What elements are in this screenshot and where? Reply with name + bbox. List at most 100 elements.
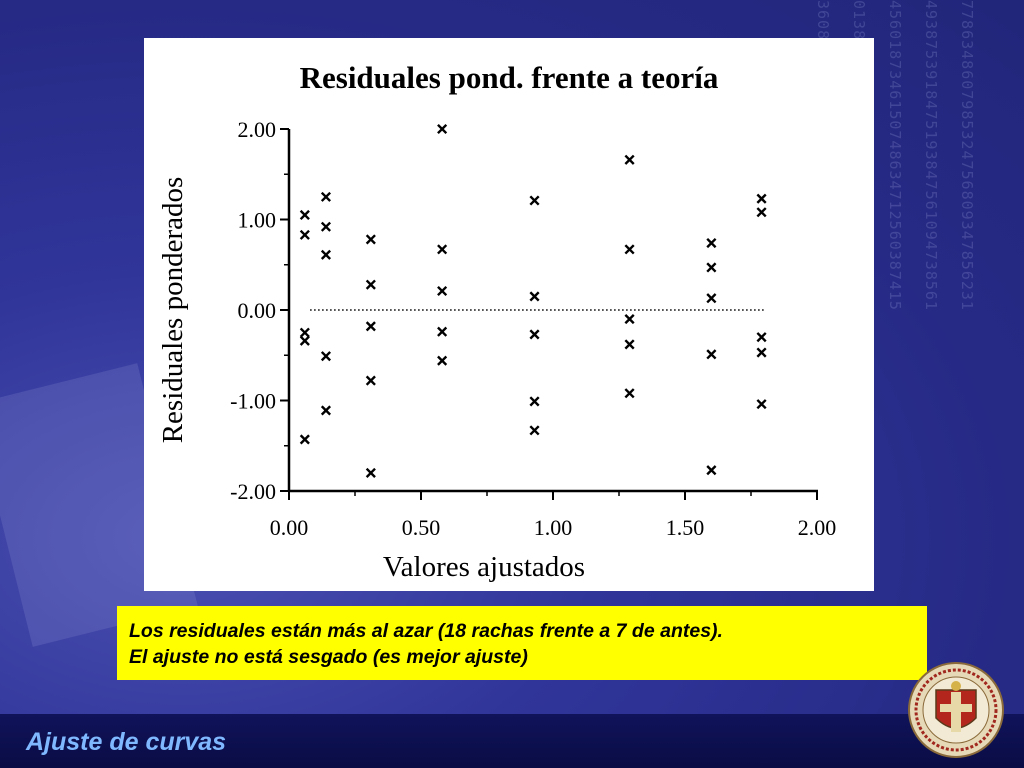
data-point-stroke [320,405,332,416]
data-point-stroke [706,349,717,360]
data-point-stroke [624,388,635,399]
data-point-stroke [529,396,540,407]
x-tick-label: 0.50 [402,515,441,540]
data-point-stroke [529,425,540,436]
data-point-marker [756,347,767,358]
data-point-marker [529,425,540,436]
y-tick-label: -1.00 [230,389,276,414]
data-point-marker [365,234,376,245]
data-point-marker [437,123,448,135]
data-point-stroke [529,329,540,340]
data-point-marker [624,388,635,399]
data-point-marker [437,244,448,255]
residuals-scatter-chart: Residuales pond. frente a teoría 0.00 0.5… [157,60,836,583]
data-point-stroke [529,195,540,206]
data-point-marker [365,321,376,332]
footer-title: Ajuste de curvas [26,728,227,756]
caption-line-1: Los residuales están más al azar (18 rac… [129,620,723,642]
data-point-stroke [624,154,635,165]
data-point-stroke [365,321,376,332]
data-point-marker [299,209,310,221]
x-tick-label: 1.00 [534,515,573,540]
data-point-stroke [756,207,767,218]
data-point-marker [437,326,448,337]
chart-axes: 0.00 0.50 1.00 1.50 2.00 2.00 1.00 0.00 -1.00 -2.… [230,117,836,540]
y-tick-label: 0.00 [238,298,277,323]
data-point-marker [706,465,717,476]
university-seal-icon [908,662,1004,758]
data-point-marker [320,351,332,362]
x-tick-label: 2.00 [798,515,837,540]
data-point-stroke [365,279,376,290]
data-point-marker [529,396,540,407]
data-point-stroke [624,244,635,255]
data-point-marker [624,314,635,325]
data-point-marker [706,237,717,249]
caption-box: Los residuales están más al azar (18 rac… [117,606,927,680]
data-point-stroke [529,291,540,302]
data-point-stroke [756,332,767,343]
data-point-stroke [756,399,767,410]
data-point-marker [756,193,767,204]
data-point-stroke [756,347,767,358]
data-point-stroke [437,326,448,337]
y-tick-label: 2.00 [238,117,277,142]
data-point-stroke [365,375,376,386]
y-tick-label: -2.00 [230,479,276,504]
data-point-stroke [756,193,767,204]
data-point-stroke [365,234,376,245]
data-point-stroke [706,237,717,249]
data-point-stroke [437,355,448,366]
data-point-marker [624,154,635,165]
data-point-marker [299,229,310,240]
background-digit-column: 4560187346150748634712560387415 [886,0,904,311]
data-point-marker [706,349,717,360]
data-point-marker [365,467,376,478]
data-point-stroke [706,465,717,476]
x-axis-label: Valores ajustados [383,551,585,583]
y-axis-label: Residuales ponderados [157,177,189,444]
data-point-marker [320,249,332,260]
data-point-stroke [706,262,717,273]
data-point-stroke [299,229,310,240]
chart-points [299,123,767,478]
chart-title: Residuales pond. frente a teoría [300,60,719,95]
data-point-marker [299,335,310,346]
data-point-marker [299,327,310,338]
data-point-stroke [299,335,310,346]
data-point-stroke [320,351,332,362]
data-point-marker [365,375,376,386]
data-point-stroke [320,249,332,260]
data-point-marker [320,191,332,202]
data-point-marker [756,207,767,218]
background-digit-column: 4938753918475193847561094738561 [922,0,940,311]
x-tick-label: 1.50 [666,515,705,540]
data-point-stroke [365,467,376,478]
data-point-marker [365,279,376,290]
data-point-marker [756,399,767,410]
data-point-marker [320,405,332,416]
footer-bar [0,714,1024,768]
data-point-stroke [299,209,310,221]
data-point-marker [299,434,310,445]
data-point-stroke [437,244,448,255]
data-point-marker [529,291,540,302]
data-point-marker [756,332,767,343]
background-digit-column: 7786348607985324756809347856231 [958,0,976,311]
data-point-marker [437,285,448,297]
data-point-stroke [706,293,717,304]
chart-panel: Residuales pond. frente a teoría 0.00 0.5… [144,38,874,591]
caption-line-2: El ajuste no está sesgado (es mejor ajus… [129,646,528,668]
data-point-stroke [437,123,448,135]
y-tick-label: 1.00 [238,208,277,233]
data-point-marker [706,293,717,304]
data-point-stroke [320,221,332,232]
x-tick-label: 0.00 [270,515,309,540]
data-point-stroke [437,285,448,297]
data-point-stroke [624,339,635,350]
data-point-marker [529,329,540,340]
data-point-marker [624,339,635,350]
data-point-stroke [299,327,310,338]
data-point-stroke [624,314,635,325]
data-point-marker [624,244,635,255]
